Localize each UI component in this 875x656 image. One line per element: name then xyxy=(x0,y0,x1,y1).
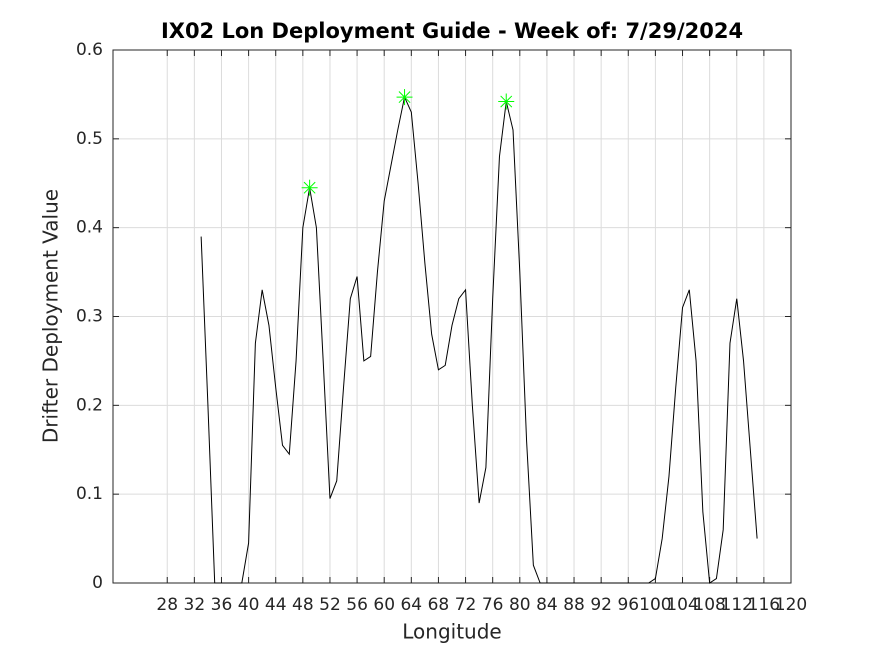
x-tick-label: 76 xyxy=(482,595,504,615)
x-tick-label: 60 xyxy=(373,595,395,615)
y-axis-label: Drifter Deployment Value xyxy=(39,189,63,443)
marker xyxy=(301,179,318,196)
x-tick-label: 92 xyxy=(590,595,612,615)
x-tick-label: 80 xyxy=(509,595,531,615)
y-tick-label: 0.3 xyxy=(76,307,103,327)
x-tick-label: 64 xyxy=(400,595,422,615)
y-tick-label: 0.2 xyxy=(76,395,103,415)
y-tick-label: 0.5 xyxy=(76,129,103,149)
x-tick-label: 104 xyxy=(666,595,698,615)
x-tick-label: 40 xyxy=(238,595,260,615)
marker-stroke xyxy=(303,181,316,194)
y-tick-label: 0.1 xyxy=(76,484,103,504)
x-tick-label: 44 xyxy=(265,595,287,615)
data-line xyxy=(200,95,758,584)
axes-box xyxy=(112,49,792,584)
y-tick-label: 0.4 xyxy=(76,218,103,238)
x-tick-label: 28 xyxy=(156,595,178,615)
y-tick-label: 0 xyxy=(92,573,103,593)
x-tick-label: 72 xyxy=(455,595,477,615)
x-tick-label: 96 xyxy=(617,595,639,615)
x-tick-label: 88 xyxy=(563,595,585,615)
x-tick-label: 100 xyxy=(639,595,671,615)
marker xyxy=(396,89,413,106)
marker xyxy=(498,93,515,110)
chart-title: IX02 Lon Deployment Guide - Week of: 7/2… xyxy=(161,19,743,43)
marker-stroke xyxy=(500,95,513,108)
x-tick-label: 84 xyxy=(536,595,558,615)
x-tick-label: 120 xyxy=(775,595,807,615)
x-tick-label: 116 xyxy=(748,595,780,615)
x-tick-label: 48 xyxy=(292,595,314,615)
x-tick-label: 32 xyxy=(184,595,206,615)
x-tick-label: 68 xyxy=(428,595,450,615)
x-tick-label: 52 xyxy=(319,595,341,615)
x-tick-label: 112 xyxy=(721,595,753,615)
x-tick-label: 56 xyxy=(346,595,368,615)
x-axis-label: Longitude xyxy=(402,620,501,644)
x-tick-label: 108 xyxy=(693,595,725,615)
x-tick-label: 36 xyxy=(211,595,233,615)
marker-stroke xyxy=(398,91,411,104)
y-tick-label: 0.6 xyxy=(76,40,103,60)
